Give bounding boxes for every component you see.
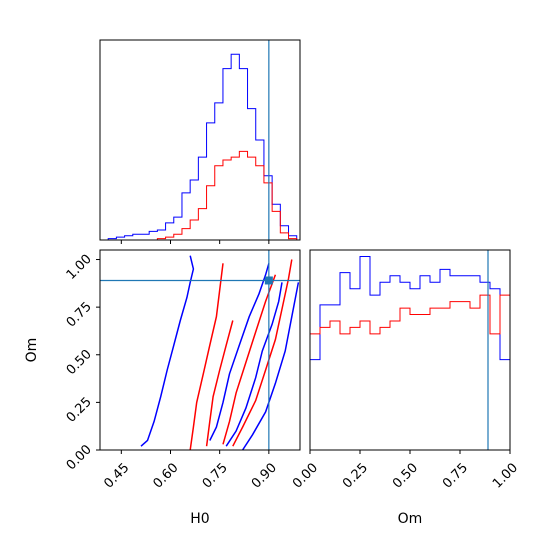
axis-labels: H0 Om Om xyxy=(24,338,422,527)
contour-line-2 xyxy=(225,282,283,447)
ylabel-om: Om xyxy=(24,338,40,363)
xlabel-h0: H0 xyxy=(190,511,209,527)
contour-line-3 xyxy=(241,282,300,450)
xlabel-om: Om xyxy=(398,511,423,527)
om-xtick-label-4: 1.00 xyxy=(490,460,521,491)
contour-ytick-label-2: 0.50 xyxy=(64,347,95,378)
contour-line-1 xyxy=(209,263,270,441)
h0-hist-series-0 xyxy=(100,53,298,241)
contour-xtick-label-3: 0.90 xyxy=(249,460,280,491)
om-xtick-label-0: 0.00 xyxy=(290,460,321,491)
contour-panel-frame xyxy=(99,249,301,451)
contour-ytick-label-4: 1.00 xyxy=(64,252,95,283)
contour-xtick-label-2: 0.75 xyxy=(200,460,231,491)
h0-histogram-panel xyxy=(99,39,301,244)
om-hist-series-1 xyxy=(309,294,511,450)
om-histogram-panel: 0.00 0.25 0.50 0.75 1.00 xyxy=(290,249,521,492)
truth-marker xyxy=(264,276,273,285)
contour-line-4 xyxy=(189,263,224,450)
contour-ytick-label-3: 0.75 xyxy=(64,299,95,330)
contour-xtick-label-0: 0.45 xyxy=(101,460,132,491)
contour-ytick-label-1: 0.25 xyxy=(64,395,95,426)
contour-ytick-label-0: 0.00 xyxy=(64,442,95,473)
om-xtick-label-3: 0.75 xyxy=(440,460,471,491)
om-xtick-label-1: 0.25 xyxy=(340,460,371,491)
contour-line-0 xyxy=(140,255,195,447)
contour-line-7 xyxy=(232,259,293,447)
contour-xtick-label-1: 0.60 xyxy=(151,460,182,491)
om-vs-h0-contour-panel: 0.45 0.60 0.75 0.90 0.00 0.25 0.50 0.75 1.00 xyxy=(64,249,301,492)
contour-group xyxy=(140,255,300,450)
contour-line-6 xyxy=(222,274,277,445)
h0-hist-frame xyxy=(99,39,301,241)
contour-line-5 xyxy=(205,320,234,447)
om-hist-series-0 xyxy=(309,255,511,450)
om-xtick-label-2: 0.50 xyxy=(390,460,421,491)
